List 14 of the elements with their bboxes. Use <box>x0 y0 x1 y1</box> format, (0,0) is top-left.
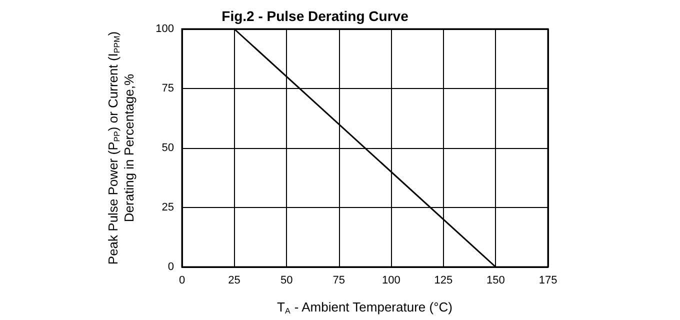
x-tick-label: 150 <box>486 274 505 286</box>
x-tick-label: 100 <box>382 274 400 286</box>
x-tick-label: 0 <box>178 274 186 286</box>
x-tick-label: 175 <box>538 274 558 286</box>
y-tick-label: 25 <box>162 202 174 214</box>
x-tick-label: 125 <box>434 274 453 286</box>
chart-title: Fig.2 - Pulse Derating Curve <box>222 8 409 24</box>
y-tick-label: 75 <box>162 82 174 94</box>
y-tick-label: 50 <box>162 142 174 154</box>
x-tick-label: 25 <box>228 274 240 286</box>
x-tick-label: 50 <box>280 274 293 286</box>
y-tick-label: 100 <box>156 23 174 35</box>
y-tick-label: 0 <box>168 261 174 273</box>
x-tick-label: 75 <box>332 274 345 286</box>
